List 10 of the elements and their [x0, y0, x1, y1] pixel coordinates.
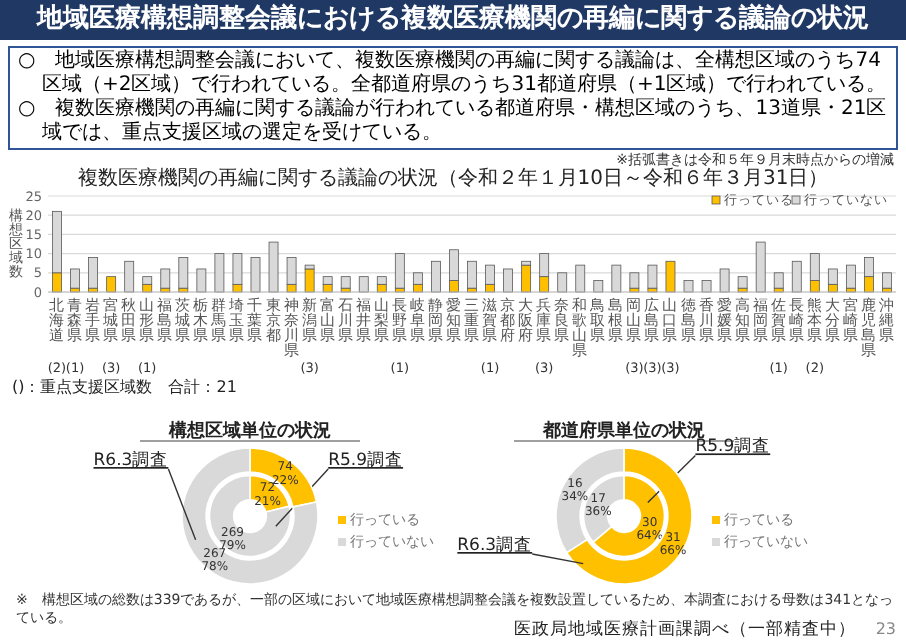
text: ○ 地域医療構想調整会議において、複数医療機関の再編に関する議論は、全構想区域のうち74区域（+2区域）で行われている。全都道府県のうち31都道府県（+1区域）で行われている。 [18, 50, 888, 97]
chart-title: 構想区域単位の状況 [167, 420, 331, 442]
text: ()：重点支援区域数 合計：21 [12, 378, 237, 396]
text: ○ 複数医療機関の再編に関する議論が行われている都道府県・構想区域のうち、13道県・21区域では、重点支援区域の選定を受けている。 [18, 98, 888, 146]
slice-label: R6.3調査 [457, 534, 533, 556]
chart-title: 複数医療機関の再編に関する議論の状況（令和２年１月10日～令和６年３月31日） [75, 168, 831, 192]
text: 23 [875, 620, 896, 638]
slice-label: R6.3調査 [93, 449, 169, 471]
slice-label: R5.9調査 [328, 449, 404, 471]
text: 地域医療構想調整会議における複数医療機関の再編に関する議論の状況 [0, 0, 906, 40]
